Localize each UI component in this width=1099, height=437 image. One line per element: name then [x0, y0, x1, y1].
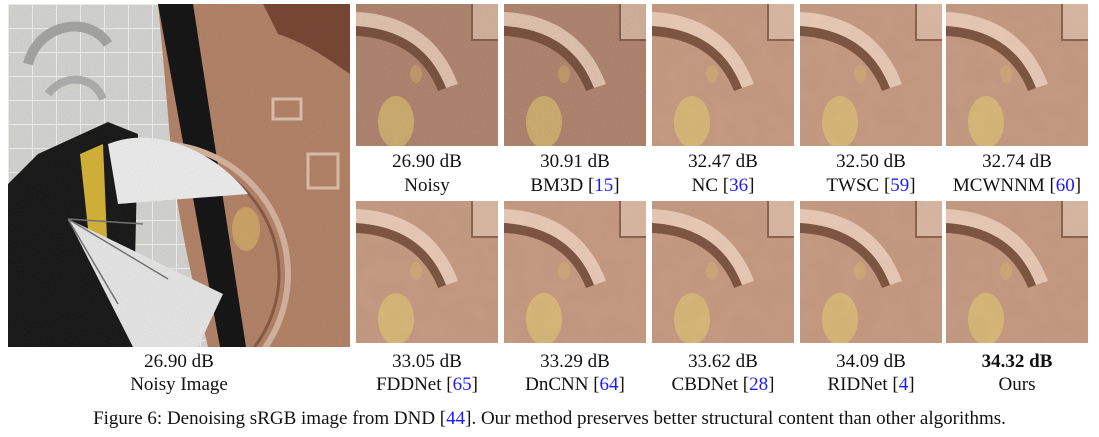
bracket-open: [	[718, 175, 729, 196]
thumbnail-noisy	[356, 4, 498, 146]
citation-link[interactable]: 15	[594, 175, 613, 196]
bracket-open: [	[442, 374, 453, 395]
citation-link[interactable]: 36	[729, 175, 748, 196]
method-label: MCWNNM [60]	[942, 175, 1092, 197]
thumbnail-dncnn	[504, 201, 646, 343]
psnr-label: 33.05 dB	[352, 351, 502, 373]
bracket-open: [	[1045, 175, 1056, 196]
method-label: DnCNN [64]	[500, 374, 650, 396]
psnr-label: 33.29 dB	[500, 351, 650, 373]
bracket-open: [	[588, 374, 599, 395]
method-label: CBDNet [28]	[648, 374, 798, 396]
psnr-label: 34.09 dB	[796, 351, 946, 373]
thumbnail-mcwnnm	[946, 4, 1088, 146]
method-name: Noisy	[404, 175, 449, 196]
noisy-main-image	[8, 4, 350, 347]
psnr-label: 32.74 dB	[942, 151, 1092, 173]
psnr-label: 34.32 dB	[942, 351, 1092, 373]
bracket-close: ]	[619, 374, 625, 395]
citation-link[interactable]: 28	[749, 374, 768, 395]
bracket-close: ]	[613, 175, 619, 196]
citation-link[interactable]: 59	[890, 175, 909, 196]
bracket-open: [	[888, 374, 899, 395]
psnr-label: 32.50 dB	[796, 151, 946, 173]
method-label: Ours	[942, 374, 1092, 396]
method-name: CBDNet	[672, 374, 739, 395]
main-psnr-label: 26.90 dB	[8, 351, 350, 373]
citation-link[interactable]: 4	[899, 374, 909, 395]
method-name: BM3D	[530, 175, 583, 196]
citation-link[interactable]: 65	[453, 374, 472, 395]
method-label: RIDNet [4]	[796, 374, 946, 396]
psnr-label: 33.62 dB	[648, 351, 798, 373]
psnr-label: 30.91 dB	[500, 151, 650, 173]
bracket-close: ]	[768, 374, 774, 395]
method-name: MCWNNM	[953, 175, 1045, 196]
bracket-open: [	[738, 374, 749, 395]
thumbnail-bm3d	[504, 4, 646, 146]
figure-caption: Figure 6: Denoising sRGB image from DND …	[0, 407, 1099, 431]
method-name: NC	[692, 175, 718, 196]
main-method-label: Noisy Image	[8, 374, 350, 396]
bracket-open: [	[583, 175, 594, 196]
method-name: RIDNet	[827, 374, 887, 395]
method-label: TWSC [59]	[796, 175, 946, 197]
noisy-scene-illustration	[8, 4, 350, 347]
method-label: Noisy	[352, 175, 502, 197]
method-label: NC [36]	[648, 175, 798, 197]
method-label: BM3D [15]	[500, 175, 650, 197]
psnr-label: 26.90 dB	[352, 151, 502, 173]
citation-link[interactable]: 64	[600, 374, 619, 395]
bracket-close: ]	[748, 175, 754, 196]
method-name: TWSC	[826, 175, 879, 196]
thumbnail-nc	[652, 4, 794, 146]
thumbnail-cbdnet	[652, 201, 794, 343]
thumbnail-ridnet	[800, 201, 942, 343]
bracket-close: ]	[1075, 175, 1081, 196]
bracket-close: ]	[472, 374, 478, 395]
bracket-close: ]	[909, 175, 915, 196]
method-name: FDDNet	[376, 374, 441, 395]
psnr-label: 32.47 dB	[648, 151, 798, 173]
citation-link[interactable]: 60	[1056, 175, 1075, 196]
bracket-open: [	[879, 175, 890, 196]
method-name: Ours	[999, 374, 1036, 395]
caption-reference[interactable]: 44	[446, 408, 465, 429]
method-name: DnCNN	[525, 374, 588, 395]
caption-suffix: ]. Our method preserves better structura…	[465, 408, 1006, 429]
caption-prefix: Figure 6: Denoising sRGB image from DND …	[93, 408, 446, 429]
method-label: FDDNet [65]	[352, 374, 502, 396]
thumbnail-ours	[946, 201, 1088, 343]
bracket-close: ]	[908, 374, 914, 395]
thumbnail-twsc	[800, 4, 942, 146]
thumbnail-fddnet	[356, 201, 498, 343]
